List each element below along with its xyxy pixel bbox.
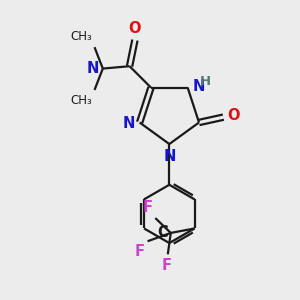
Text: N: N <box>122 116 135 131</box>
Text: C: C <box>158 225 168 240</box>
Text: CH₃: CH₃ <box>70 94 92 107</box>
Text: F: F <box>135 244 145 259</box>
Text: N: N <box>193 79 205 94</box>
Text: F: F <box>161 258 171 273</box>
Text: F: F <box>143 200 153 215</box>
Text: H: H <box>200 75 211 88</box>
Text: O: O <box>227 108 240 123</box>
Text: CH₃: CH₃ <box>70 30 92 43</box>
Text: O: O <box>129 21 141 36</box>
Text: N: N <box>163 149 176 164</box>
Text: N: N <box>87 61 99 76</box>
